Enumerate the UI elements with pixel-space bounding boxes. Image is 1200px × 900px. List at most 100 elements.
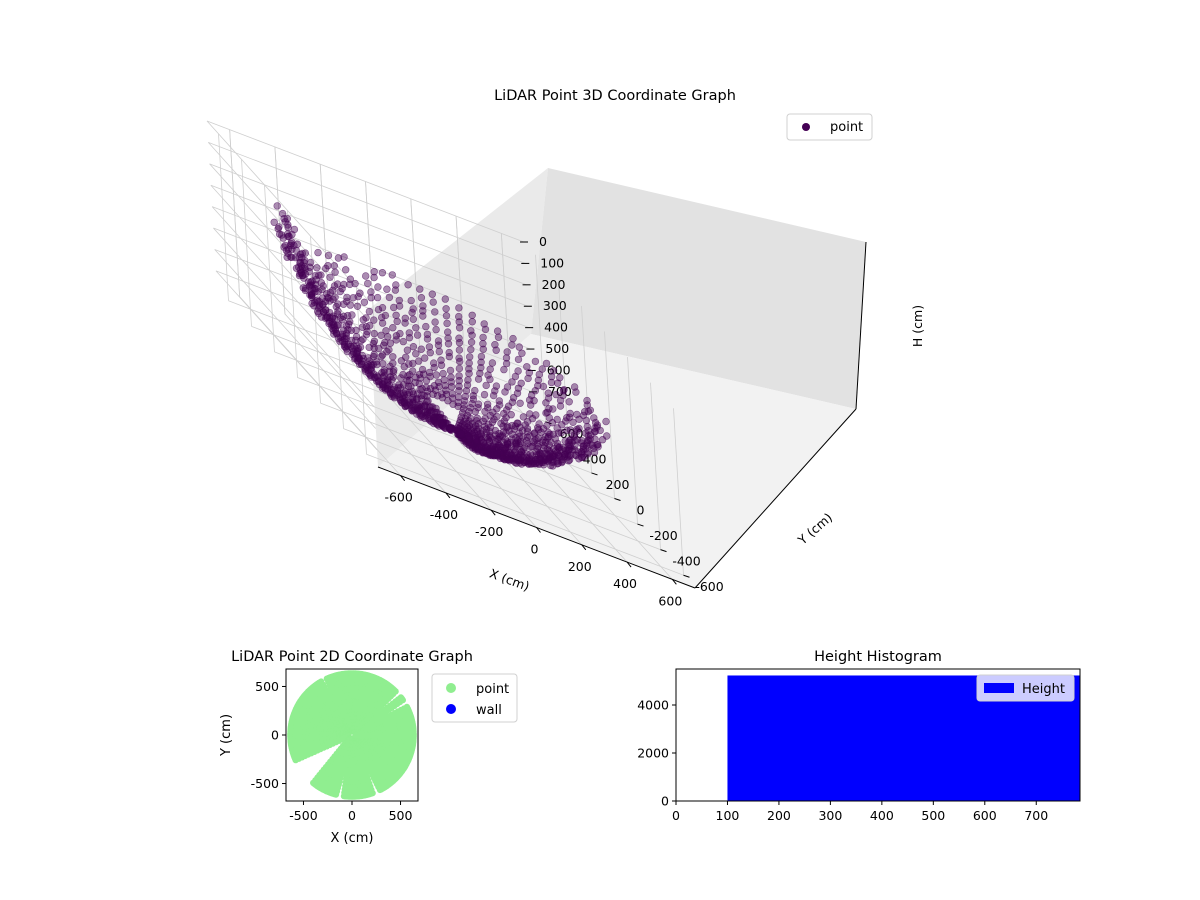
z-tick-label-3d: 0	[539, 234, 547, 249]
point-3d	[583, 422, 591, 431]
point-3d	[362, 323, 371, 331]
point-3d	[444, 328, 452, 336]
point-3d	[545, 405, 553, 413]
z-tick-label-3d: 200	[542, 277, 566, 292]
point-3d	[476, 369, 484, 378]
point-3d	[346, 280, 354, 289]
point-3d	[322, 264, 330, 273]
point-3d	[546, 449, 554, 458]
point-3d	[350, 342, 358, 350]
point-3d	[412, 324, 420, 332]
point-3d	[392, 332, 401, 340]
point-3d	[394, 384, 402, 392]
point-3d	[433, 392, 442, 400]
point-3d	[549, 367, 558, 375]
point-3d	[538, 365, 546, 373]
point-3d	[357, 337, 365, 345]
point-3d	[464, 376, 472, 384]
point-3d	[563, 426, 571, 434]
point-3d	[405, 360, 413, 368]
z-axis-label-3d: H (cm)	[910, 305, 925, 347]
y-tick-label-3d: 0	[637, 503, 645, 518]
point-3d	[514, 419, 522, 427]
point-3d	[524, 374, 532, 383]
point-3d	[315, 271, 323, 279]
point-3d	[564, 446, 572, 454]
point-3d	[435, 347, 443, 356]
point-3d	[422, 322, 430, 331]
x-tick-label-3d: 400	[613, 576, 637, 591]
point-3d	[370, 316, 378, 324]
point-3d	[299, 284, 307, 292]
point-3d	[346, 275, 354, 283]
point-3d	[373, 293, 382, 302]
point-3d	[428, 290, 436, 298]
point-3d	[320, 308, 328, 316]
point-3d	[333, 310, 342, 318]
point-3d	[523, 363, 531, 371]
point-3d	[553, 415, 561, 424]
x-tick-3d	[671, 579, 677, 585]
point-3d	[602, 432, 611, 440]
point-3d	[326, 273, 334, 281]
point-3d	[422, 377, 431, 385]
point-3d	[499, 422, 507, 430]
point-3d	[378, 304, 387, 312]
gridline-x-wall	[229, 129, 241, 297]
gridline-y-wall	[241, 159, 252, 327]
point-3d	[397, 374, 405, 382]
point-3d	[404, 281, 412, 289]
x-tick-3d	[626, 561, 632, 568]
point-3d	[352, 332, 361, 341]
point-3d	[426, 349, 434, 357]
point-2d	[292, 756, 299, 764]
point-3d	[555, 443, 564, 451]
point-3d	[284, 230, 292, 238]
point-3d	[280, 215, 288, 223]
x-tick-3d	[536, 527, 541, 533]
point-3d	[471, 386, 479, 395]
point-3d	[441, 381, 449, 390]
point-3d	[275, 230, 284, 238]
point-3d	[365, 343, 373, 352]
point-3d	[439, 369, 447, 378]
point-3d	[423, 330, 432, 339]
point-3d	[359, 316, 367, 324]
x-tick-label-3d: -600	[384, 490, 412, 505]
point-3d	[486, 375, 494, 384]
point-3d	[549, 430, 557, 438]
point-3d	[544, 433, 553, 441]
point-3d	[491, 341, 499, 349]
point-3d	[278, 231, 286, 239]
pane-back	[531, 168, 866, 409]
point-3d	[465, 365, 473, 373]
point-3d	[463, 411, 471, 419]
point-3d	[380, 383, 388, 391]
x-tick-3d	[400, 475, 406, 481]
point-3d	[500, 365, 508, 374]
point-3d	[416, 285, 424, 293]
point-3d	[416, 385, 424, 394]
point-3d	[594, 443, 602, 451]
point-3d	[479, 340, 487, 348]
x-tick-label-3d: -400	[430, 507, 458, 522]
point-3d	[314, 307, 322, 316]
z-tick-label-3d: 300	[543, 298, 567, 313]
point-3d	[341, 340, 349, 349]
point-3d	[400, 363, 408, 371]
chart-2d-title: LiDAR Point 2D Coordinate Graph	[231, 649, 473, 665]
point-3d	[514, 367, 522, 375]
point-3d	[464, 432, 472, 440]
point-3d	[377, 331, 385, 339]
z-tick-label-3d: 600	[547, 362, 571, 377]
point-3d	[386, 389, 395, 397]
point-3d	[593, 423, 601, 431]
z-tick-label-3d: 100	[540, 255, 564, 270]
point-3d	[503, 439, 512, 448]
point-3d	[392, 311, 400, 319]
point-3d	[455, 312, 463, 321]
point-3d	[486, 365, 494, 373]
point-3d	[374, 283, 382, 291]
point-3d	[503, 383, 512, 391]
point-3d	[329, 286, 337, 294]
